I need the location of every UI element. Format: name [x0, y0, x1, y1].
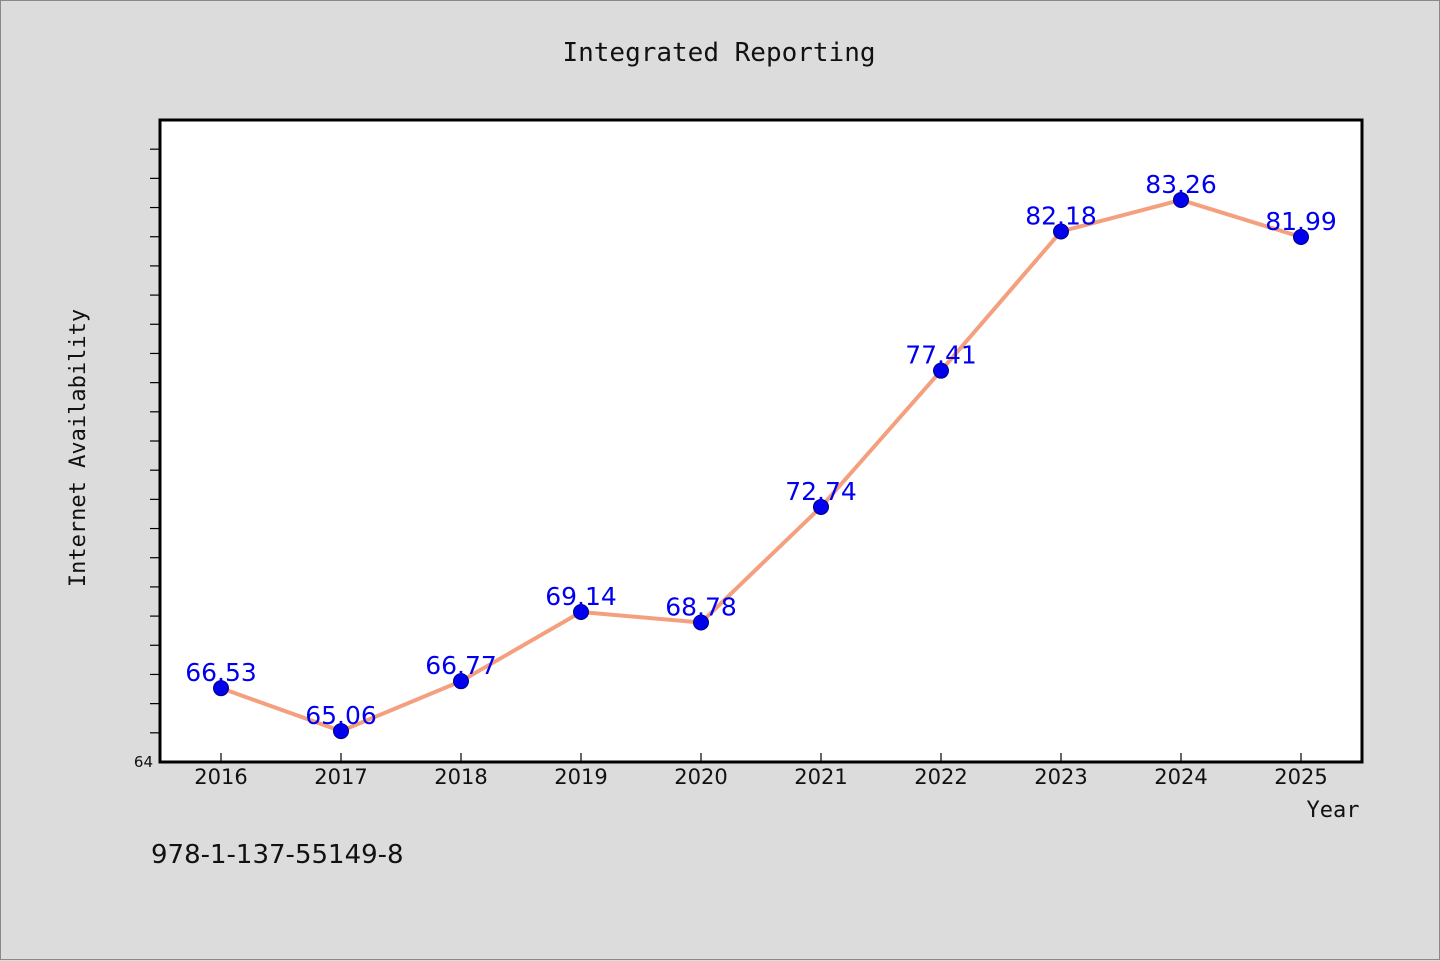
y-axis-ticks: 64: [134, 148, 160, 771]
data-label: 68.78: [665, 593, 737, 622]
data-label: 72.74: [785, 477, 857, 506]
data-point: [693, 614, 709, 631]
data-label: 65.06: [305, 701, 377, 730]
y-axis-title: Internet Availability: [66, 309, 91, 587]
x-tick-label: 2020: [674, 765, 727, 789]
x-axis-ticks: 2016 2017 2018 2019 2020 2021 2022 2023 2024 2025: [194, 753, 1328, 789]
x-tick-label: 2025: [1274, 765, 1327, 789]
data-label: 66.77: [425, 651, 497, 680]
data-point: [453, 673, 469, 690]
y-tick-label: 64: [134, 753, 153, 771]
x-tick-label: 2018: [434, 765, 487, 789]
x-axis-title: Year: [1307, 798, 1360, 823]
data-point: [1053, 223, 1069, 240]
plot-area: [158, 118, 1364, 764]
data-point: [1293, 229, 1309, 246]
x-tick-label: 2016: [194, 765, 247, 789]
chart-title: Integrated Reporting: [562, 38, 875, 68]
series-group: 66.53 65.06 66.77 69.14 68.78 72.74 77.41 82.18…: [185, 170, 1337, 740]
data-label: 77.41: [905, 341, 977, 370]
x-tick-label: 2019: [554, 765, 607, 789]
data-point: [333, 723, 349, 740]
x-tick-label: 2024: [1154, 765, 1207, 789]
data-point: [933, 362, 949, 379]
x-tick-label: 2017: [314, 765, 367, 789]
isbn-footer: 978-1-137-55149-8: [151, 840, 404, 870]
data-label: 66.53: [185, 658, 257, 687]
data-label: 82.18: [1025, 201, 1097, 230]
data-point: [213, 680, 229, 697]
data-label: 83.26: [1145, 170, 1217, 199]
data-label: 81.99: [1265, 207, 1337, 236]
data-point: [573, 604, 589, 621]
data-point: [1173, 191, 1189, 208]
x-tick-label: 2022: [914, 765, 967, 789]
data-point: [813, 498, 829, 515]
data-label: 69.14: [545, 582, 617, 611]
x-tick-label: 2021: [794, 765, 847, 789]
series-line: [219, 197, 1303, 734]
x-tick-label: 2023: [1034, 765, 1087, 789]
